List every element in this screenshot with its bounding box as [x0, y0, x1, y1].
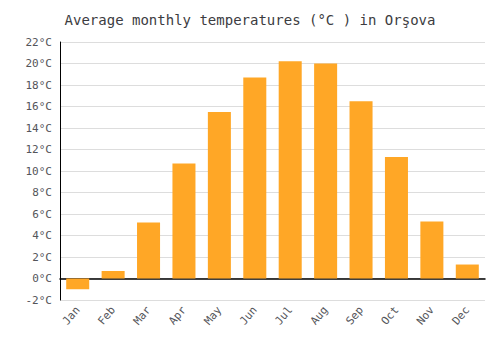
svg-text:4°C: 4°C — [32, 229, 52, 242]
svg-text:May: May — [202, 304, 225, 328]
svg-text:8°C: 8°C — [32, 186, 52, 199]
svg-text:Nov: Nov — [414, 304, 437, 328]
svg-text:-2°C: -2°C — [26, 294, 53, 307]
svg-text:2°C: 2°C — [32, 251, 52, 264]
svg-text:Jan: Jan — [60, 304, 83, 328]
svg-text:20°C: 20°C — [26, 57, 53, 70]
svg-text:0°C: 0°C — [32, 272, 52, 285]
svg-text:Apr: Apr — [166, 304, 189, 328]
svg-text:Jun: Jun — [237, 304, 260, 328]
svg-text:Jul: Jul — [272, 304, 295, 328]
svg-text:18°C: 18°C — [26, 79, 53, 92]
svg-text:Sep: Sep — [343, 304, 366, 328]
svg-text:16°C: 16°C — [26, 100, 53, 113]
svg-text:Mar: Mar — [131, 304, 154, 328]
svg-text:Oct: Oct — [379, 304, 402, 328]
svg-text:Average monthly temperatures (: Average monthly temperatures (°C ) in Or… — [65, 12, 436, 28]
svg-text:14°C: 14°C — [26, 122, 53, 135]
svg-text:Feb: Feb — [95, 304, 118, 328]
svg-text:10°C: 10°C — [26, 165, 53, 178]
svg-text:Aug: Aug — [308, 304, 331, 328]
svg-text:Dec: Dec — [450, 304, 473, 328]
svg-text:22°C: 22°C — [26, 36, 53, 49]
svg-text:6°C: 6°C — [32, 208, 52, 221]
svg-text:12°C: 12°C — [26, 143, 53, 156]
